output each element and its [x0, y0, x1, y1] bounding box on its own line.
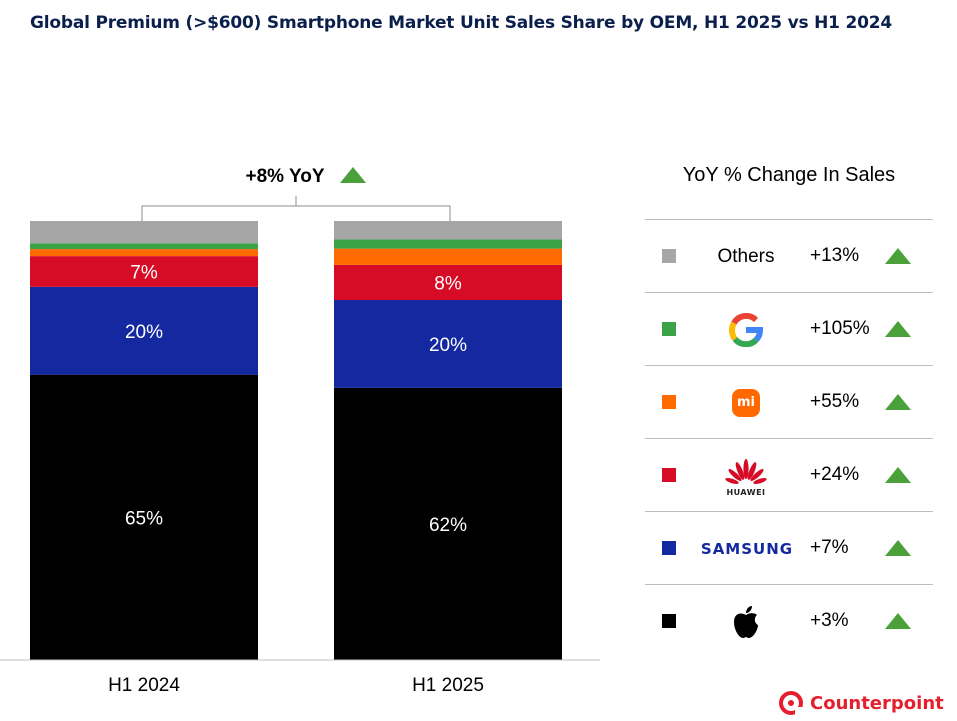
yoy-up-triangle-icon: [340, 167, 366, 183]
samsung-icon: SAMSUNG: [700, 539, 794, 558]
legend-row-google: +105%: [645, 293, 933, 366]
yoy-change-legend: YoY % Change In Sales Others +13% +105% …: [645, 160, 933, 658]
up-triangle-icon: [885, 613, 911, 629]
others-label: Others: [717, 245, 775, 267]
legend-row-apple: +3%: [645, 585, 933, 658]
yoy-change-value: +55%: [810, 391, 860, 412]
legend-row-huawei: HUAWEI +24%: [645, 439, 933, 512]
bar-segment-apple: [334, 387, 562, 660]
legend-swatch: [662, 468, 676, 482]
up-triangle-icon: [885, 540, 911, 556]
legend-row-xiaomi: mi +55%: [645, 366, 933, 439]
brand-cell: [705, 293, 787, 366]
chart-title: Global Premium (>$600) Smartphone Market…: [30, 13, 893, 33]
legend-swatch: [662, 541, 676, 555]
up-triangle-icon: [885, 394, 911, 410]
huawei-icon: HUAWEI: [724, 458, 768, 497]
brand-cell: mi: [705, 366, 787, 439]
x-tick-label: H1 2024: [108, 675, 180, 696]
up-triangle-icon: [885, 467, 911, 483]
bar-segment-others: [30, 221, 258, 244]
bar-segment-huawei: [334, 264, 562, 301]
counterpoint-logo-icon: [779, 691, 803, 715]
brand-cell: SAMSUNG: [695, 512, 799, 585]
brand-cell: Others: [705, 220, 787, 293]
brand-cell: HUAWEI: [705, 439, 787, 512]
data-label: 62%: [429, 515, 467, 536]
bar-segment-apple: [30, 374, 258, 660]
legend-swatch: [662, 395, 676, 409]
legend-row-others: Others +13%: [645, 220, 933, 293]
bar-segment-samsung: [30, 286, 258, 375]
yoy-change-value: +24%: [810, 464, 860, 485]
xiaomi-icon: mi: [732, 388, 760, 417]
legend-swatch: [662, 322, 676, 336]
up-triangle-icon: [885, 321, 911, 337]
data-label: 20%: [125, 322, 163, 343]
google-icon: [729, 312, 763, 347]
yoy-bracket: [141, 196, 451, 221]
bar-segment-others: [334, 221, 562, 240]
bar-segment-samsung: [334, 300, 562, 388]
x-tick-label: H1 2025: [412, 675, 484, 696]
legend-swatch: [662, 614, 676, 628]
footer-brand: Counterpoint: [810, 692, 944, 714]
bar-segment-google: [334, 239, 562, 249]
bar-segment-huawei: [30, 256, 258, 287]
legend-title: YoY % Change In Sales: [645, 160, 933, 220]
yoy-change-value: +3%: [810, 610, 849, 631]
data-label: 7%: [130, 262, 158, 283]
up-triangle-icon: [885, 248, 911, 264]
bar-segment-xiaomi: [334, 248, 562, 265]
legend-swatch: [662, 249, 676, 263]
data-label: 8%: [434, 273, 462, 294]
yoy-change-value: +13%: [810, 245, 860, 266]
stacked-bar-chart: 65% 20% 7% 62% 20% 8% H1 2024 H1 2025 +8% YoY: [0, 166, 600, 696]
yoy-change-value: +7%: [810, 537, 849, 558]
yoy-total-label: +8% YoY: [245, 166, 324, 187]
data-label: 20%: [429, 335, 467, 356]
bar-segment-xiaomi: [30, 249, 258, 257]
apple-icon: [734, 605, 758, 638]
huawei-petals-icon: [725, 459, 767, 485]
counterpoint-logo: Counterpoint: [778, 690, 944, 716]
yoy-change-value: +105%: [810, 318, 870, 339]
bars-group: 65% 20% 7% 62% 20% 8%: [30, 221, 562, 660]
brand-cell: [705, 585, 787, 658]
legend-row-samsung: SAMSUNG +7%: [645, 512, 933, 585]
bar-segment-google: [30, 243, 258, 250]
data-label: 65%: [125, 508, 163, 529]
huawei-wordmark: HUAWEI: [726, 488, 766, 497]
